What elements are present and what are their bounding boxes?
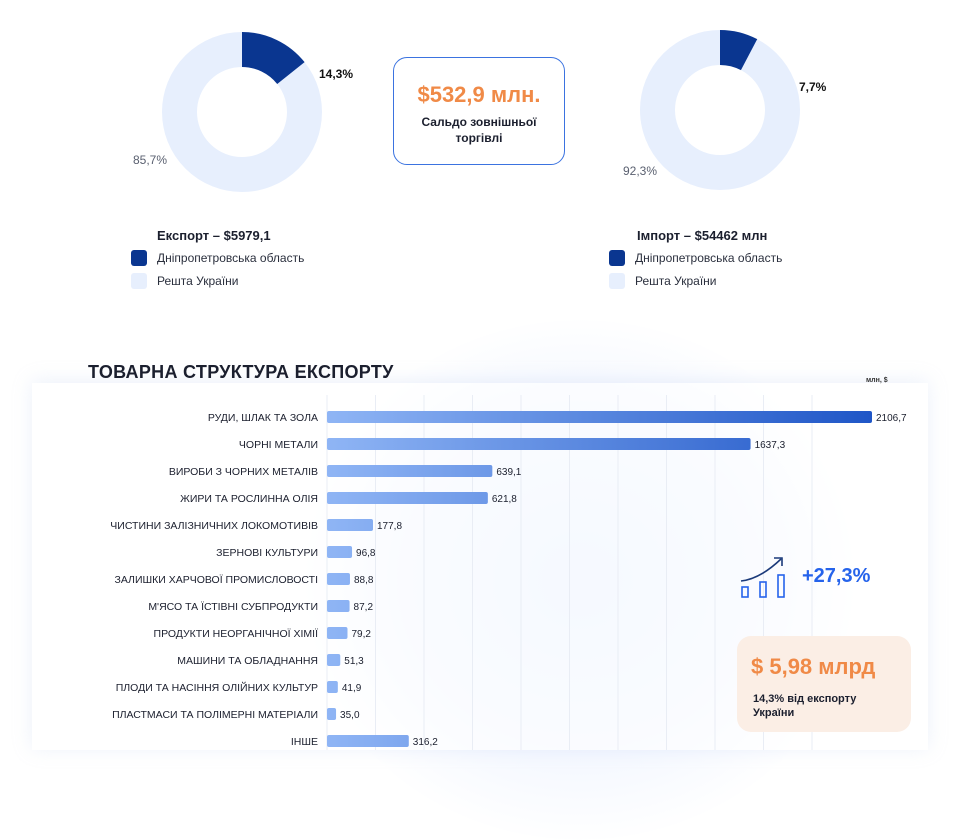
- growth-chart-icon: [740, 557, 785, 598]
- import-donut-chart: [640, 30, 800, 190]
- bar: [327, 573, 350, 585]
- export-rest-percent: 85,7%: [133, 153, 168, 167]
- import-legend-region: Дніпропетровська область: [609, 250, 782, 266]
- category-label: ПЛАСТМАСИ ТА ПОЛІМЕРНІ МАТЕРІАЛИ: [112, 709, 318, 721]
- export-summary-note: 14,3% від експорту України: [753, 693, 857, 719]
- bar: [327, 600, 350, 612]
- category-label: ІНШЕ: [291, 736, 318, 748]
- value-label: 1637,3: [755, 440, 786, 451]
- region-swatch: [609, 250, 625, 266]
- category-label: ЧОРНІ МЕТАЛИ: [239, 439, 318, 451]
- growth-value: +27,3%: [802, 564, 871, 587]
- export-legend-rest-label: Решта України: [157, 274, 239, 288]
- bar: [327, 519, 373, 531]
- category-label: МАШИНИ ТА ОБЛАДНАННЯ: [177, 655, 318, 667]
- bar: [327, 654, 341, 666]
- import-legend-rest-label: Решта України: [635, 274, 717, 288]
- import-rest-percent: 92,3%: [623, 164, 658, 178]
- trade-balance-amount: $532,9 млн.: [417, 82, 541, 107]
- category-label: М'ЯСО ТА ЇСТІВНІ СУБПРОДУКТИ: [148, 601, 318, 613]
- value-label: 35,0: [340, 710, 360, 721]
- import-legend-region-label: Дніпропетровська область: [635, 251, 783, 265]
- bar: [327, 546, 353, 558]
- chart-title: ТОВАРНА СТРУКТУРА ЕКСПОРТУ: [88, 362, 394, 382]
- category-label: ПЛОДИ ТА НАСІННЯ ОЛІЙНИХ КУЛЬТУР: [116, 681, 318, 694]
- export-legend-region: Дніпропетровська область: [131, 250, 304, 266]
- value-label: 177,8: [377, 521, 402, 532]
- bar: [327, 681, 338, 693]
- value-label: 2106,7: [876, 413, 907, 424]
- rest-swatch: [609, 273, 625, 289]
- region-swatch: [131, 250, 147, 266]
- value-label: 51,3: [344, 656, 364, 667]
- bar: [327, 735, 409, 747]
- bar: [327, 411, 872, 423]
- growth-indicator: +27,3%: [738, 553, 870, 599]
- import-rest-slice: [640, 30, 800, 190]
- export-region-slice: [242, 32, 305, 84]
- trade-balance-label: Сальдо зовнішньої торгівлі: [421, 115, 537, 145]
- export-legend-region-label: Дніпропетровська область: [157, 251, 305, 265]
- export-donut-chart: [162, 32, 322, 192]
- category-label: РУДИ, ШЛАК ТА ЗОЛА: [208, 412, 318, 424]
- bar: [327, 465, 493, 477]
- import-region-slice: [720, 30, 758, 71]
- bar: [327, 492, 488, 504]
- import-legend-rest: Решта України: [609, 273, 717, 289]
- export-region-percent: 14,3%: [319, 67, 354, 81]
- category-label: ЗАЛИШКИ ХАРЧОВОЇ ПРОМИСЛОВОСТІ: [114, 574, 318, 586]
- value-label: 96,8: [356, 548, 376, 559]
- export-structure-bar-chart: РУДИ, ШЛАК ТА ЗОЛА 2106,7 ЧОРНІ МЕТАЛИ 1637…: [110, 395, 907, 750]
- value-label: 41,9: [342, 683, 362, 694]
- grid-lines: [326, 395, 813, 750]
- bar: [327, 708, 337, 720]
- value-label: 316,2: [413, 737, 438, 748]
- category-label: ПРОДУКТИ НЕОРГАНІЧНОЇ ХІМІЇ: [154, 628, 319, 640]
- chart-unit: млн, $: [866, 377, 888, 384]
- value-label: 87,2: [354, 602, 374, 613]
- export-summary-card: $ 5,98 млрд 14,3% від експорту України: [737, 636, 911, 732]
- value-label: 79,2: [351, 629, 371, 640]
- value-label: 639,1: [496, 467, 521, 478]
- bar: [327, 438, 751, 450]
- import-region-percent: 7,7%: [799, 80, 827, 94]
- rest-swatch: [131, 273, 147, 289]
- export-summary-amount: $ 5,98 млрд: [751, 654, 876, 679]
- export-legend-title: Експорт – $5979,1: [157, 228, 271, 243]
- category-label: ЖИРИ ТА РОСЛИННА ОЛІЯ: [180, 493, 318, 505]
- category-label: ВИРОБИ З ЧОРНИХ МЕТАЛІВ: [169, 466, 318, 478]
- category-label: ЧИСТИНИ ЗАЛІЗНИЧНИХ ЛОКОМОТИВІВ: [110, 520, 318, 532]
- bar: [327, 627, 348, 639]
- value-label: 88,8: [354, 575, 374, 586]
- import-legend-title: Імпорт – $54462 млн: [637, 228, 768, 243]
- trade-balance-card: $532,9 млн. Сальдо зовнішньої торгівлі: [393, 57, 565, 165]
- value-label: 621,8: [492, 494, 517, 505]
- export-legend-rest: Решта України: [131, 273, 239, 289]
- category-label: ЗЕРНОВІ КУЛЬТУРИ: [216, 547, 318, 559]
